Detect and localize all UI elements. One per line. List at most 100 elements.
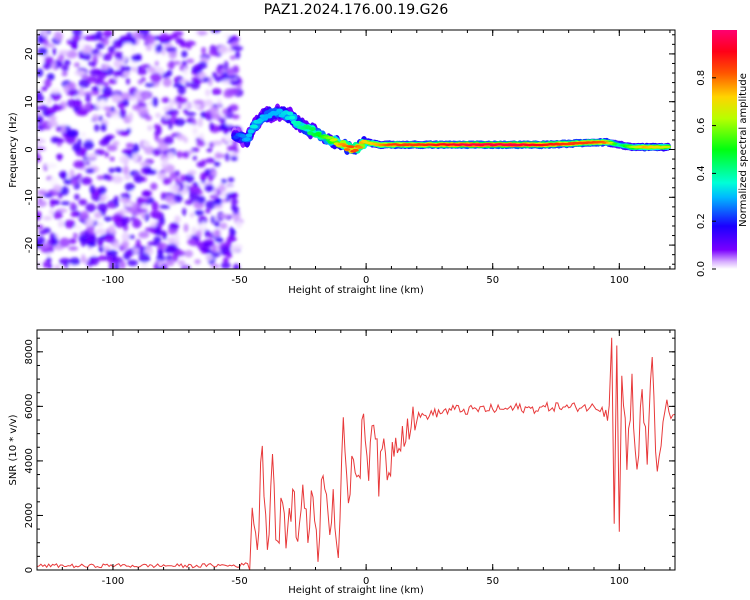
noise-cell bbox=[183, 67, 189, 76]
noise-cell bbox=[200, 111, 207, 119]
noise-cell bbox=[212, 140, 223, 146]
noise-cell bbox=[52, 184, 62, 192]
noise-cell bbox=[203, 100, 214, 107]
noise-cell bbox=[235, 220, 243, 229]
noise-cell bbox=[230, 244, 240, 253]
noise-cell bbox=[184, 249, 194, 258]
noise-cell bbox=[124, 175, 131, 180]
noise-cell bbox=[70, 39, 78, 49]
noise-cell bbox=[205, 200, 217, 210]
noise-cell bbox=[202, 36, 208, 43]
noise-cell bbox=[45, 163, 58, 169]
noise-cell bbox=[159, 204, 171, 209]
noise-cell bbox=[204, 184, 215, 192]
noise-cell bbox=[108, 51, 115, 56]
noise-cell bbox=[183, 136, 189, 144]
noise-cell bbox=[169, 98, 174, 109]
ridge-cell bbox=[243, 137, 251, 142]
noise-cell bbox=[104, 151, 110, 158]
noise-cell bbox=[153, 212, 162, 220]
noise-cell bbox=[57, 220, 64, 228]
noise-cell bbox=[99, 196, 106, 202]
noise-cell bbox=[85, 153, 98, 159]
noise-cell bbox=[124, 182, 135, 192]
noise-cell bbox=[112, 140, 120, 147]
noise-cell bbox=[145, 44, 153, 51]
noise-cell bbox=[108, 167, 116, 174]
noise-cell bbox=[133, 247, 140, 254]
noise-cell bbox=[227, 185, 233, 193]
noise-cell bbox=[179, 174, 186, 183]
noise-cell bbox=[101, 86, 113, 96]
noise-cell bbox=[230, 155, 238, 162]
noise-cell bbox=[157, 260, 163, 268]
noise-cell bbox=[214, 197, 223, 206]
noise-cell bbox=[146, 169, 157, 175]
noise-cell bbox=[222, 71, 229, 78]
noise-cell bbox=[83, 139, 94, 150]
noise-cell bbox=[161, 49, 166, 56]
noise-cell bbox=[214, 220, 220, 228]
noise-cell bbox=[219, 123, 229, 131]
noise-cell bbox=[165, 259, 175, 267]
ridge-cell bbox=[251, 124, 258, 129]
noise-cell bbox=[210, 30, 222, 33]
x-tick-label: 0 bbox=[363, 275, 369, 286]
noise-cell bbox=[156, 254, 166, 262]
noise-cell bbox=[85, 161, 91, 166]
noise-cell bbox=[128, 111, 133, 122]
noise-cell bbox=[37, 189, 48, 196]
noise-cell bbox=[53, 264, 61, 269]
noise-cell bbox=[58, 49, 70, 55]
noise-cell bbox=[187, 42, 192, 50]
noise-cell bbox=[94, 211, 102, 219]
noise-cell bbox=[200, 247, 207, 252]
x-tick-label: 100 bbox=[610, 275, 629, 286]
ridge-cell bbox=[289, 115, 296, 120]
noise-cell bbox=[174, 250, 186, 257]
noise-cell bbox=[205, 157, 216, 164]
noise-cell bbox=[225, 239, 232, 248]
figure-title: PAZ1.2024.176.00.19.G26 bbox=[264, 2, 449, 18]
noise-cell bbox=[130, 189, 137, 200]
noise-cell bbox=[147, 66, 156, 74]
noise-cell bbox=[214, 204, 223, 210]
noise-cell bbox=[70, 178, 79, 186]
noise-cell bbox=[111, 175, 124, 184]
noise-cell bbox=[37, 137, 43, 144]
noise-cell bbox=[103, 216, 113, 222]
noise-cell bbox=[162, 77, 172, 88]
colorbar-tick-label: 0.4 bbox=[696, 165, 707, 181]
noise-cell bbox=[183, 108, 188, 114]
noise-cell bbox=[190, 147, 200, 153]
noise-cell bbox=[136, 196, 143, 203]
noise-cell bbox=[232, 263, 240, 269]
noise-cell bbox=[223, 32, 231, 39]
noise-cell bbox=[144, 145, 155, 155]
noise-cell bbox=[220, 261, 231, 269]
noise-cell bbox=[37, 68, 44, 77]
noise-cell bbox=[50, 237, 59, 247]
noise-cell bbox=[226, 145, 238, 152]
noise-cell bbox=[119, 155, 130, 164]
noise-cell bbox=[201, 46, 207, 55]
noise-cell bbox=[37, 36, 44, 45]
noise-cell bbox=[214, 153, 227, 158]
snr-plot-area bbox=[37, 330, 675, 570]
ridge-cell bbox=[295, 120, 302, 125]
noise-cell bbox=[108, 262, 114, 269]
noise-cell bbox=[234, 50, 241, 59]
noise-cell bbox=[182, 207, 187, 217]
noise-cell bbox=[153, 236, 162, 243]
noise-cell bbox=[112, 39, 124, 49]
noise-cell bbox=[217, 64, 225, 70]
noise-cell bbox=[193, 79, 204, 84]
noise-cell bbox=[145, 197, 155, 204]
spectrogram-x-ticks: -100 -50 0 50 100 bbox=[36, 30, 671, 286]
noise-cell bbox=[99, 240, 104, 247]
noise-cell bbox=[72, 142, 82, 152]
noise-cell bbox=[81, 254, 86, 264]
noise-cell bbox=[228, 227, 234, 233]
